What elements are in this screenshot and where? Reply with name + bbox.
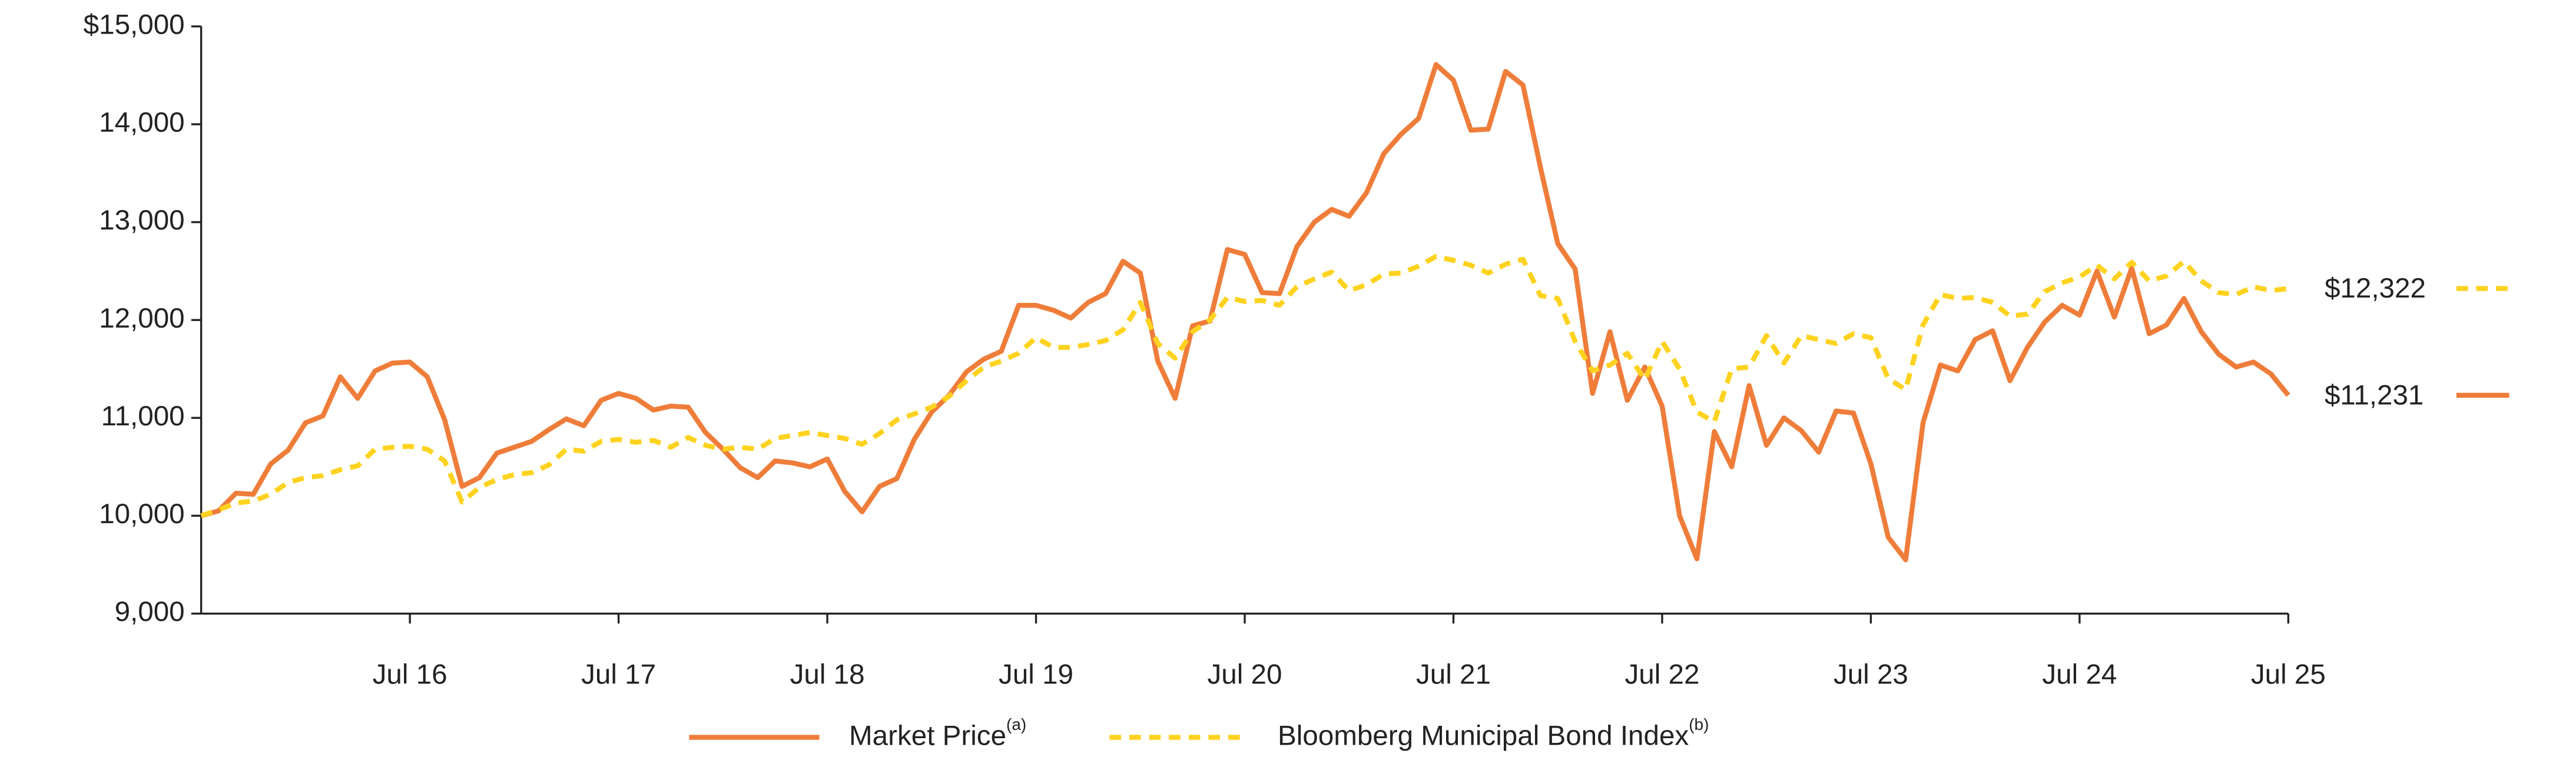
x-tick-label: Jul 19	[999, 659, 1073, 690]
legend-name: Market Price	[849, 720, 1006, 751]
y-tick-label: 11,000	[101, 401, 185, 432]
y-tick-label: 10,000	[99, 498, 185, 530]
y-tick-label: 9,000	[115, 596, 185, 627]
end-label: $12,322	[2325, 273, 2426, 304]
legend-name: Bloomberg Municipal Bond Index	[1278, 720, 1689, 751]
end-label: $11,231	[2325, 379, 2424, 411]
legend-note: (a)	[1006, 715, 1026, 733]
x-tick-label: Jul 16	[373, 659, 447, 690]
legend-label: Bloomberg Municipal Bond Index(b)	[1278, 715, 1709, 751]
x-tick-label: Jul 24	[2042, 659, 2117, 690]
y-tick-label: $15,000	[84, 9, 185, 40]
x-tick-label: Jul 23	[1834, 659, 1908, 690]
y-tick-label: 14,000	[99, 107, 185, 138]
y-tick-label: 12,000	[99, 303, 185, 334]
series-line	[200, 253, 2289, 518]
series-line	[200, 62, 2290, 563]
x-tick-label: Jul 25	[2251, 659, 2326, 690]
y-tick-label: 13,000	[99, 205, 185, 236]
legend-note: (b)	[1689, 715, 1709, 733]
x-tick-label: Jul 17	[581, 659, 656, 690]
legend-label: Market Price(a)	[849, 715, 1026, 751]
x-tick-label: Jul 20	[1208, 659, 1282, 690]
x-tick-label: Jul 22	[1624, 659, 1699, 690]
x-tick-label: Jul 18	[790, 659, 865, 690]
x-tick-label: Jul 21	[1416, 659, 1491, 690]
